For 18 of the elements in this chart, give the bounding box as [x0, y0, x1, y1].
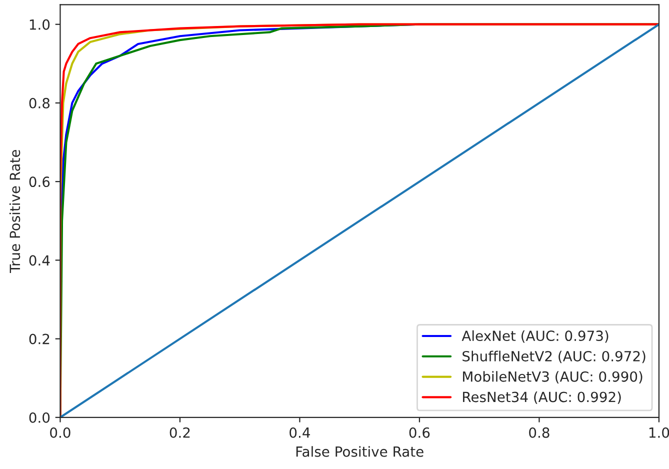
x-tick-label: 0.2 — [170, 427, 190, 438]
y-tick-label: 0.6 — [29, 176, 50, 188]
legend-label: MobileNetV3 (AUC: 0.990) — [463, 371, 642, 384]
y-axis-title: True Positive Rate — [9, 150, 20, 273]
y-tick-label: 0.8 — [29, 98, 50, 108]
x-tick-label: 0.0 — [50, 427, 70, 438]
x-tick-label: 0.6 — [409, 427, 430, 438]
x-axis-title: False Positive Rate — [296, 446, 424, 457]
y-tick-label: 0.0 — [29, 412, 50, 423]
x-tick-label: 0.4 — [290, 427, 310, 438]
x-tick-label: 0.8 — [529, 427, 550, 438]
legend-label: ShuffleNetV2 (AUC: 0.972) — [462, 350, 646, 364]
y-tick-label: 1.0 — [30, 19, 50, 30]
legend-label: ResNet34 (AUC: 0.992) — [463, 391, 621, 404]
y-tick-label: 0.2 — [29, 334, 50, 344]
y-tick-label: 0.4 — [29, 255, 50, 266]
x-tick-label: 1.0 — [649, 427, 669, 438]
legend-label: AlexNet (AUC: 0.973) — [462, 330, 608, 343]
